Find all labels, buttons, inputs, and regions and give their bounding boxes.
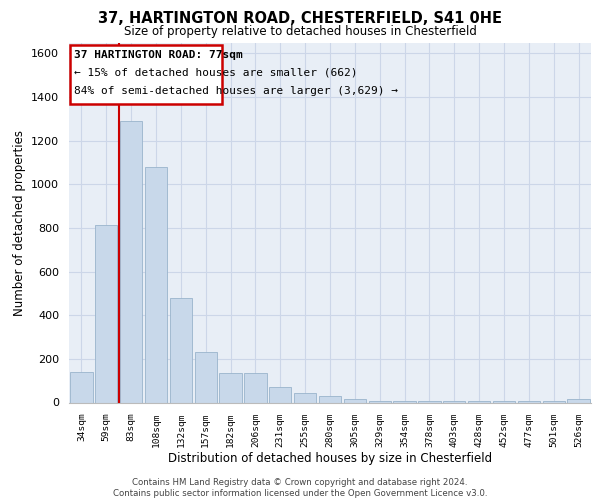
Bar (95, 224, 118, 402)
Bar (194, 352, 217, 403)
Text: Contains HM Land Registry data © Crown copyright and database right 2024.
Contai: Contains HM Land Registry data © Crown c… (113, 478, 487, 498)
Bar (70, 372, 92, 402)
Text: ← 15% of detached houses are smaller (662): ← 15% of detached houses are smaller (66… (74, 68, 358, 78)
Bar (120, 121, 142, 402)
Bar (568, 399, 590, 402)
Bar (269, 387, 292, 402)
Bar (244, 373, 266, 402)
Text: 84% of semi-detached houses are larger (3,629) →: 84% of semi-detached houses are larger (… (74, 86, 398, 96)
Y-axis label: Number of detached properties: Number of detached properties (13, 130, 26, 316)
Bar (220, 373, 242, 402)
Bar (344, 399, 366, 402)
Bar (368, 401, 391, 402)
Bar (145, 167, 167, 402)
Text: 37, HARTINGTON ROAD, CHESTERFIELD, S41 0HE: 37, HARTINGTON ROAD, CHESTERFIELD, S41 0… (98, 11, 502, 26)
Bar (319, 396, 341, 402)
Bar (170, 298, 192, 403)
Text: Size of property relative to detached houses in Chesterfield: Size of property relative to detached ho… (124, 25, 476, 38)
FancyBboxPatch shape (70, 44, 222, 104)
X-axis label: Distribution of detached houses by size in Chesterfield: Distribution of detached houses by size … (168, 452, 492, 466)
Bar (294, 392, 316, 402)
Text: 37 HARTINGTON ROAD: 77sqm: 37 HARTINGTON ROAD: 77sqm (74, 50, 243, 60)
